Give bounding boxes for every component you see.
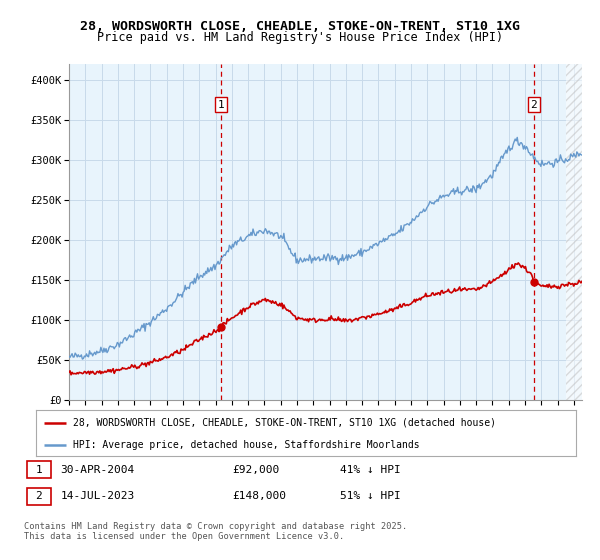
Bar [27, 488, 50, 505]
Text: HPI: Average price, detached house, Staffordshire Moorlands: HPI: Average price, detached house, Staf… [73, 440, 419, 450]
Text: 1: 1 [35, 465, 42, 475]
Text: 14-JUL-2023: 14-JUL-2023 [61, 491, 135, 501]
Text: £92,000: £92,000 [233, 465, 280, 475]
Text: £148,000: £148,000 [233, 491, 287, 501]
Text: 28, WORDSWORTH CLOSE, CHEADLE, STOKE-ON-TRENT, ST10 1XG: 28, WORDSWORTH CLOSE, CHEADLE, STOKE-ON-… [80, 20, 520, 32]
Text: 51% ↓ HPI: 51% ↓ HPI [340, 491, 401, 501]
Text: 1: 1 [218, 100, 224, 110]
Text: 2: 2 [530, 100, 537, 110]
Bar [27, 461, 50, 478]
Text: 41% ↓ HPI: 41% ↓ HPI [340, 465, 401, 475]
Text: 30-APR-2004: 30-APR-2004 [61, 465, 135, 475]
Text: 2: 2 [35, 491, 42, 501]
Text: Contains HM Land Registry data © Crown copyright and database right 2025.
This d: Contains HM Land Registry data © Crown c… [24, 522, 407, 542]
Text: 28, WORDSWORTH CLOSE, CHEADLE, STOKE-ON-TRENT, ST10 1XG (detached house): 28, WORDSWORTH CLOSE, CHEADLE, STOKE-ON-… [73, 418, 496, 428]
Text: Price paid vs. HM Land Registry's House Price Index (HPI): Price paid vs. HM Land Registry's House … [97, 31, 503, 44]
